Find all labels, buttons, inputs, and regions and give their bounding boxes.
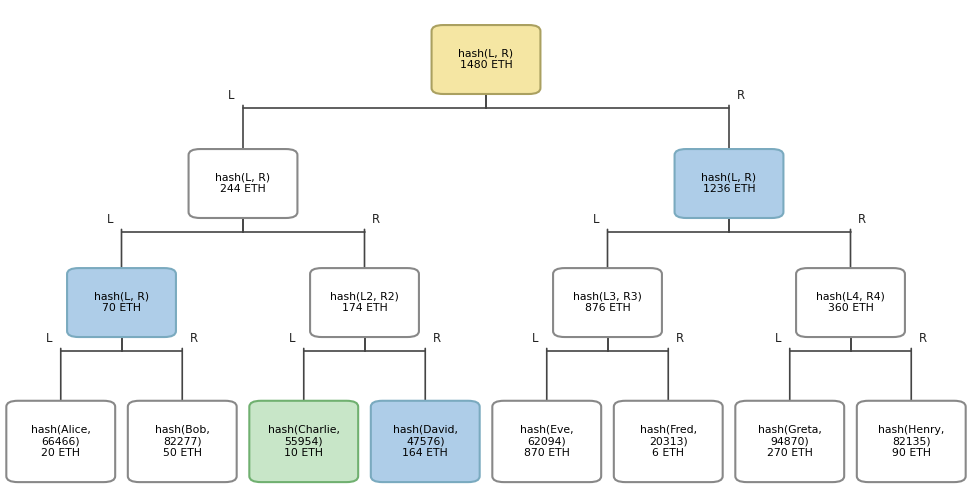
Text: R: R	[737, 89, 745, 102]
Text: hash(Greta,
94870)
270 ETH: hash(Greta, 94870) 270 ETH	[758, 425, 821, 458]
FancyBboxPatch shape	[735, 401, 844, 482]
Text: R: R	[676, 332, 684, 345]
Text: hash(L2, R2)
174 ETH: hash(L2, R2) 174 ETH	[330, 292, 399, 313]
Text: hash(L4, R4)
360 ETH: hash(L4, R4) 360 ETH	[816, 292, 885, 313]
Text: R: R	[372, 213, 380, 226]
Text: L: L	[532, 332, 538, 345]
Text: hash(Alice,
66466)
20 ETH: hash(Alice, 66466) 20 ETH	[31, 425, 90, 458]
FancyBboxPatch shape	[675, 149, 783, 218]
FancyBboxPatch shape	[310, 268, 419, 337]
Text: hash(Bob,
82277)
50 ETH: hash(Bob, 82277) 50 ETH	[155, 425, 210, 458]
FancyBboxPatch shape	[857, 401, 965, 482]
FancyBboxPatch shape	[432, 25, 540, 94]
Text: hash(Fred,
20313)
6 ETH: hash(Fred, 20313) 6 ETH	[640, 425, 697, 458]
Text: hash(Charlie,
55954)
10 ETH: hash(Charlie, 55954) 10 ETH	[267, 425, 340, 458]
FancyBboxPatch shape	[371, 401, 480, 482]
FancyBboxPatch shape	[796, 268, 905, 337]
Text: L: L	[46, 332, 52, 345]
FancyBboxPatch shape	[7, 401, 115, 482]
FancyBboxPatch shape	[249, 401, 358, 482]
Text: R: R	[433, 332, 441, 345]
FancyBboxPatch shape	[67, 268, 176, 337]
FancyBboxPatch shape	[614, 401, 722, 482]
FancyBboxPatch shape	[553, 268, 662, 337]
Text: R: R	[858, 213, 866, 226]
Text: hash(L, R)
244 ETH: hash(L, R) 244 ETH	[216, 173, 270, 194]
Text: R: R	[919, 332, 927, 345]
Text: L: L	[775, 332, 781, 345]
Text: R: R	[190, 332, 198, 345]
FancyBboxPatch shape	[492, 401, 601, 482]
Text: hash(L, R)
1236 ETH: hash(L, R) 1236 ETH	[702, 173, 756, 194]
Text: hash(David,
47576)
164 ETH: hash(David, 47576) 164 ETH	[393, 425, 458, 458]
Text: L: L	[107, 213, 113, 226]
Text: hash(Henry,
82135)
90 ETH: hash(Henry, 82135) 90 ETH	[878, 425, 945, 458]
Text: hash(Eve,
62094)
870 ETH: hash(Eve, 62094) 870 ETH	[520, 425, 573, 458]
Text: L: L	[593, 213, 599, 226]
Text: hash(L3, R3)
876 ETH: hash(L3, R3) 876 ETH	[573, 292, 642, 313]
Text: hash(L, R)
1480 ETH: hash(L, R) 1480 ETH	[459, 49, 513, 70]
FancyBboxPatch shape	[128, 401, 237, 482]
Text: L: L	[228, 89, 234, 102]
Text: hash(L, R)
70 ETH: hash(L, R) 70 ETH	[94, 292, 149, 313]
Text: L: L	[289, 332, 295, 345]
FancyBboxPatch shape	[189, 149, 297, 218]
